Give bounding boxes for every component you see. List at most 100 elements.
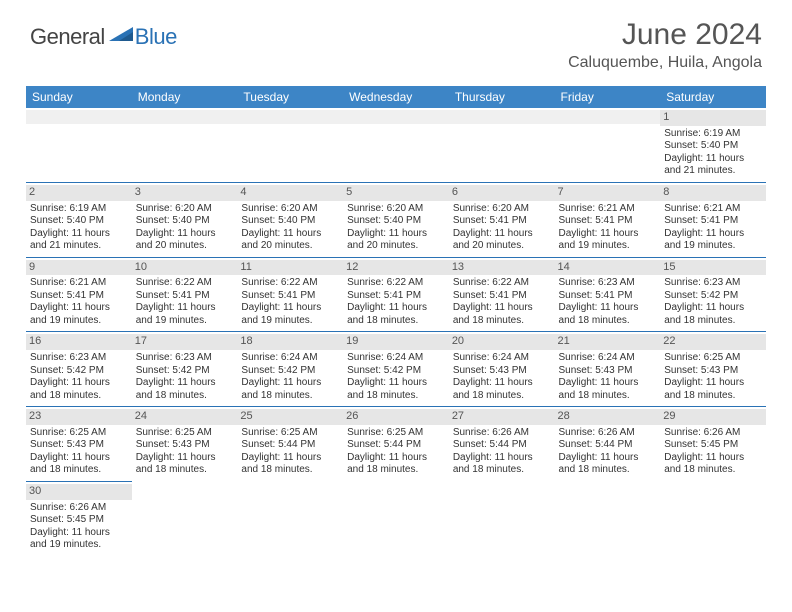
- calendar-cell: 15Sunrise: 6:23 AMSunset: 5:42 PMDayligh…: [660, 257, 766, 332]
- day-number-empty: [132, 110, 238, 124]
- calendar-cell: [237, 108, 343, 182]
- day-details: Sunrise: 6:23 AMSunset: 5:41 PMDaylight:…: [559, 277, 657, 327]
- calendar-cell: 22 Sunrise: 6:25 AMSunset: 5:43 PMDayligh…: [660, 332, 766, 407]
- day-number-empty: [343, 110, 449, 124]
- calendar-row: 30Sunrise: 6:26 AMSunset: 5:45 PMDayligh…: [26, 481, 766, 555]
- day-details: Sunrise: 6:21 AMSunset: 5:41 PMDaylight:…: [559, 203, 657, 253]
- calendar-cell: 9Sunrise: 6:21 AMSunset: 5:41 PMDaylight…: [26, 257, 132, 332]
- calendar-cell: 26 Sunrise: 6:25 AMSunset: 5:44 PMDayligh…: [343, 407, 449, 482]
- day-details: Sunrise: 6:25 AMSunset: 5:43 PMDaylight:…: [664, 352, 762, 402]
- day-details: Sunrise: 6:21 AMSunset: 5:41 PMDaylight:…: [664, 203, 762, 253]
- day-details: Sunrise: 6:22 AMSunset: 5:41 PMDaylight:…: [241, 277, 339, 327]
- calendar-cell: 13Sunrise: 6:22 AMSunset: 5:41 PMDayligh…: [449, 257, 555, 332]
- day-number-empty: [449, 110, 555, 124]
- day-number: 18: [237, 334, 343, 350]
- calendar-cell: 29 Sunrise: 6:26 AMSunset: 5:45 PMDayligh…: [660, 407, 766, 482]
- day-details: Sunrise: 6:23 AMSunset: 5:42 PMDaylight:…: [664, 277, 762, 327]
- day-number: 26: [343, 409, 449, 425]
- day-details: Sunrise: 6:22 AMSunset: 5:41 PMDaylight:…: [136, 277, 234, 327]
- calendar-cell: 3Sunrise: 6:20 AMSunset: 5:40 PMDaylight…: [132, 182, 238, 257]
- day-number: 3: [132, 185, 238, 201]
- calendar-cell: [132, 108, 238, 182]
- calendar-cell: 24Sunrise: 6:25 AMSunset: 5:43 PMDayligh…: [132, 407, 238, 482]
- day-details: Sunrise: 6:24 AMSunset: 5:42 PMDaylight:…: [347, 352, 445, 402]
- day-number: 7: [555, 185, 661, 201]
- day-header: Saturday: [660, 86, 766, 108]
- calendar-cell: 19Sunrise: 6:24 AMSunset: 5:42 PMDayligh…: [343, 332, 449, 407]
- calendar-cell: 17Sunrise: 6:23 AMSunset: 5:42 PMDayligh…: [132, 332, 238, 407]
- calendar-row: 2Sunrise: 6:19 AMSunset: 5:40 PMDaylight…: [26, 182, 766, 257]
- calendar-cell: [237, 481, 343, 555]
- day-details: Sunrise: 6:21 AMSunset: 5:41 PMDaylight:…: [30, 277, 128, 327]
- day-number: 8: [660, 185, 766, 201]
- month-title: June 2024: [568, 18, 762, 52]
- day-number: 13: [449, 260, 555, 276]
- day-details: Sunrise: 6:24 AMSunset: 5:43 PMDaylight:…: [559, 352, 657, 402]
- location-label: Caluquembe, Huila, Angola: [568, 54, 762, 72]
- day-number: 21: [555, 334, 661, 350]
- logo: General Blue: [30, 24, 177, 50]
- day-details: Sunrise: 6:26 AMSunset: 5:44 PMDaylight:…: [559, 427, 657, 477]
- calendar-cell: 2Sunrise: 6:19 AMSunset: 5:40 PMDaylight…: [26, 182, 132, 257]
- calendar-cell: [26, 108, 132, 182]
- calendar-row: 9Sunrise: 6:21 AMSunset: 5:41 PMDaylight…: [26, 257, 766, 332]
- day-number: 11: [237, 260, 343, 276]
- day-details: Sunrise: 6:26 AMSunset: 5:44 PMDaylight:…: [453, 427, 551, 477]
- day-number: 17: [132, 334, 238, 350]
- logo-triangle-icon: [109, 25, 133, 46]
- day-number: 27: [449, 409, 555, 425]
- calendar-table: Sunday Monday Tuesday Wednesday Thursday…: [26, 86, 766, 556]
- calendar-cell: 20Sunrise: 6:24 AMSunset: 5:43 PMDayligh…: [449, 332, 555, 407]
- day-details: Sunrise: 6:23 AMSunset: 5:42 PMDaylight:…: [30, 352, 128, 402]
- calendar-cell: [555, 481, 661, 555]
- logo-text-blue: Blue: [135, 24, 177, 50]
- calendar-cell: [132, 481, 238, 555]
- day-header-row: Sunday Monday Tuesday Wednesday Thursday…: [26, 86, 766, 108]
- day-number: 23: [26, 409, 132, 425]
- day-number-empty: [26, 110, 132, 124]
- day-details: Sunrise: 6:25 AMSunset: 5:44 PMDaylight:…: [347, 427, 445, 477]
- day-number: 6: [449, 185, 555, 201]
- day-number: 16: [26, 334, 132, 350]
- day-details: Sunrise: 6:19 AMSunset: 5:40 PMDaylight:…: [664, 128, 762, 178]
- calendar-cell: 28Sunrise: 6:26 AMSunset: 5:44 PMDayligh…: [555, 407, 661, 482]
- calendar-cell: [660, 481, 766, 555]
- day-number: 4: [237, 185, 343, 201]
- day-details: Sunrise: 6:24 AMSunset: 5:43 PMDaylight:…: [453, 352, 551, 402]
- day-details: Sunrise: 6:20 AMSunset: 5:41 PMDaylight:…: [453, 203, 551, 253]
- calendar-cell: 7 Sunrise: 6:21 AMSunset: 5:41 PMDaylight…: [555, 182, 661, 257]
- calendar-cell: 11Sunrise: 6:22 AMSunset: 5:41 PMDayligh…: [237, 257, 343, 332]
- calendar-cell: 25 Sunrise: 6:25 AMSunset: 5:44 PMDayligh…: [237, 407, 343, 482]
- calendar-cell: [555, 108, 661, 182]
- calendar-cell: [449, 108, 555, 182]
- day-number: 29: [660, 409, 766, 425]
- day-details: Sunrise: 6:26 AMSunset: 5:45 PMDaylight:…: [30, 502, 128, 552]
- day-header: Wednesday: [343, 86, 449, 108]
- calendar-cell: 14Sunrise: 6:23 AMSunset: 5:41 PMDayligh…: [555, 257, 661, 332]
- title-block: June 2024 Caluquembe, Huila, Angola: [568, 18, 762, 72]
- day-number: 12: [343, 260, 449, 276]
- day-details: Sunrise: 6:25 AMSunset: 5:43 PMDaylight:…: [30, 427, 128, 477]
- calendar-cell: [449, 481, 555, 555]
- day-details: Sunrise: 6:20 AMSunset: 5:40 PMDaylight:…: [241, 203, 339, 253]
- day-details: Sunrise: 6:22 AMSunset: 5:41 PMDaylight:…: [347, 277, 445, 327]
- day-details: Sunrise: 6:25 AMSunset: 5:44 PMDaylight:…: [241, 427, 339, 477]
- day-number: 25: [237, 409, 343, 425]
- logo-text-general: General: [30, 24, 105, 50]
- calendar-row: 1Sunrise: 6:19 AMSunset: 5:40 PMDaylight…: [26, 108, 766, 182]
- day-header: Thursday: [449, 86, 555, 108]
- day-number-empty: [237, 110, 343, 124]
- calendar-cell: 5Sunrise: 6:20 AMSunset: 5:40 PMDaylight…: [343, 182, 449, 257]
- day-details: Sunrise: 6:22 AMSunset: 5:41 PMDaylight:…: [453, 277, 551, 327]
- calendar-row: 16 Sunrise: 6:23 AMSunset: 5:42 PMDayligh…: [26, 332, 766, 407]
- calendar-cell: 21 Sunrise: 6:24 AMSunset: 5:43 PMDayligh…: [555, 332, 661, 407]
- day-number: 9: [26, 260, 132, 276]
- day-details: Sunrise: 6:26 AMSunset: 5:45 PMDaylight:…: [664, 427, 762, 477]
- calendar-cell: [343, 481, 449, 555]
- calendar-cell: 12Sunrise: 6:22 AMSunset: 5:41 PMDayligh…: [343, 257, 449, 332]
- day-number: 14: [555, 260, 661, 276]
- day-header: Monday: [132, 86, 238, 108]
- day-number: 22: [660, 334, 766, 350]
- calendar-cell: 16 Sunrise: 6:23 AMSunset: 5:42 PMDayligh…: [26, 332, 132, 407]
- day-number: 24: [132, 409, 238, 425]
